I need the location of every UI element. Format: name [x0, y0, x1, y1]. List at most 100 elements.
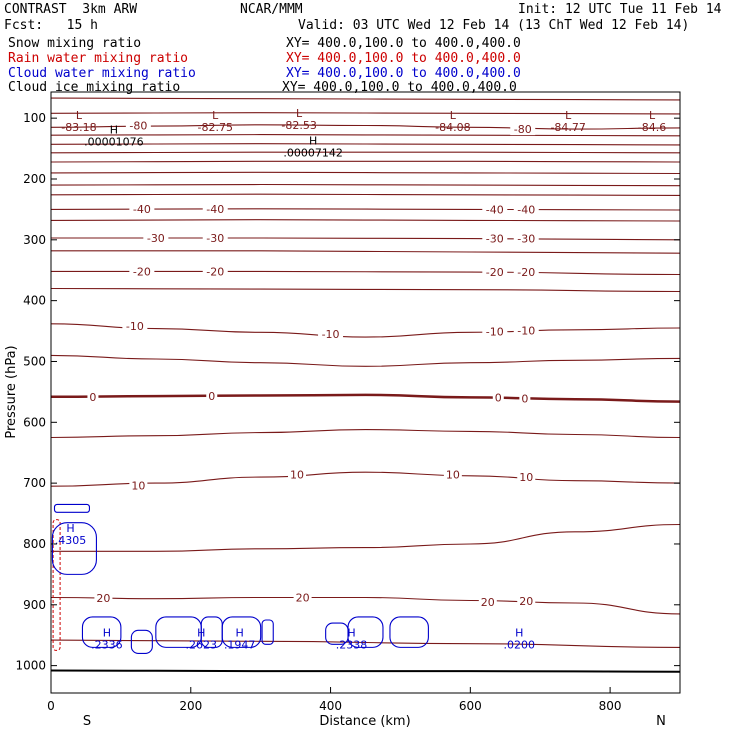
field-cloudwater-name: Cloud water mixing ratio — [8, 66, 196, 81]
x-tick-label-200: 200 — [179, 699, 202, 713]
temp-min-value-2: -82.53 — [281, 119, 316, 132]
cloud-water-max-value-0: .4305 — [55, 534, 87, 547]
temp-contour-5-19 — [50, 429, 681, 439]
cloud-water-max-value-4: .2338 — [336, 638, 368, 651]
cloud-water-max-mark-2: H — [197, 626, 205, 639]
contour-label-8: -30 — [486, 233, 504, 246]
temp-min-value-4: -84.77 — [550, 121, 585, 134]
temp-contour-m35-11 — [50, 219, 681, 222]
x-tick-label-400: 400 — [319, 699, 342, 713]
cloud-water-cell-6 — [221, 616, 262, 648]
temp-contour-m70-4 — [50, 143, 681, 146]
field-cloudice-name: Cloud ice mixing ratio — [8, 80, 181, 95]
cloud-water-cell-10 — [389, 616, 429, 648]
field-rain-name: Rain water mixing ratio — [8, 51, 189, 66]
y-axis-label: Pressure (hPa) — [4, 345, 19, 438]
contour-label-24: 10 — [446, 469, 460, 482]
south-end-label: S — [83, 714, 91, 729]
temp-contour-m60-6 — [50, 160, 681, 163]
contour-label-bg-12 — [482, 266, 508, 279]
contour-label-1: -80 — [514, 123, 532, 136]
contour-label-bg-15 — [318, 328, 344, 341]
init-time: Init: 12 UTC Tue 11 Feb 14 — [518, 2, 722, 17]
contour-label-bg-0 — [125, 119, 151, 132]
contour-label-21: 0 — [521, 393, 528, 406]
snow-max-value-0: .00001076 — [84, 135, 144, 148]
field-cloudice-xy: XY= 400.0,100.0 to 400.0,400.0 — [282, 80, 517, 95]
temp-contour-m10-16 — [50, 323, 681, 338]
snow-max-mark-0: H — [110, 123, 118, 136]
temp-min-mark-1: L — [212, 109, 219, 122]
y-tick-label-800: 800 — [23, 537, 46, 551]
contour-label-bg-11 — [202, 265, 228, 278]
temp-min-value-5: -84.6 — [638, 121, 666, 134]
contour-label-bg-1 — [510, 123, 536, 136]
temp-contour-m50-8 — [50, 183, 681, 187]
temp-contour-15-21 — [51, 523, 681, 552]
contour-label-26: 20 — [96, 592, 110, 605]
y-tick-label-500: 500 — [23, 354, 46, 368]
temp-min-value-3: -84.08 — [435, 121, 470, 134]
cloud-water-max-mark-3: H — [236, 626, 244, 639]
y-tick-label-1000: 1000 — [15, 659, 46, 673]
cloud-water-cell-3 — [130, 629, 153, 655]
temp-contour-m40-10 — [50, 208, 681, 211]
temp-min-value-1: -82.75 — [198, 121, 233, 134]
temp-min-mark-4: L — [565, 109, 572, 122]
contour-label-13: -20 — [517, 266, 535, 279]
contour-label-14: -10 — [126, 320, 144, 333]
contour-label-bg-22 — [129, 479, 148, 492]
contour-label-bg-18 — [87, 390, 99, 403]
y-tick-label-900: 900 — [23, 598, 46, 612]
contour-label-bg-17 — [513, 324, 539, 337]
contour-label-bg-25 — [517, 471, 536, 484]
field-cloudwater-xy: XY= 400.0,100.0 to 400.0,400.0 — [286, 66, 521, 81]
contour-label-bg-24 — [443, 468, 462, 481]
x-axis-label: Distance (km) — [319, 714, 410, 729]
temp-min-value-0: -83.18 — [61, 121, 96, 134]
contour-label-17: -10 — [517, 324, 535, 337]
cloud-water-max-value-3: .1947 — [224, 638, 256, 651]
snow-max-mark-1: H — [309, 134, 317, 147]
temp-contour-m75-3 — [50, 134, 681, 137]
center-title: NCAR/MMM — [240, 2, 303, 17]
contour-label-bg-9 — [513, 232, 539, 245]
field-snow-name: Snow mixing ratio — [8, 36, 142, 51]
cloud-water-cell-7 — [261, 619, 274, 645]
contour-label-bg-28 — [478, 595, 497, 608]
contour-label-bg-2 — [129, 202, 155, 215]
y-tick-label-700: 700 — [23, 476, 46, 490]
y-tick-label-300: 300 — [23, 233, 46, 247]
contour-label-bg-26 — [94, 592, 113, 605]
contour-label-bg-13 — [513, 266, 539, 279]
cloud-water-cell-2 — [81, 616, 122, 648]
x-tick-label-800: 800 — [599, 699, 622, 713]
temp-min-mark-5: L — [649, 109, 656, 122]
cloud-water-cell-9 — [347, 616, 384, 648]
temp-contour-10-20 — [50, 471, 681, 487]
snow-max-value-1: .00007142 — [283, 146, 343, 159]
rain-water-cell-0 — [52, 519, 61, 651]
contour-label-bg-27 — [293, 591, 312, 604]
cloud-water-max-mark-0: H — [66, 522, 74, 535]
contour-label-bg-21 — [519, 392, 531, 405]
cloud-water-max-value-1: .2336 — [91, 638, 123, 651]
temp-contour-m25-13 — [51, 250, 681, 254]
contour-label-28: 20 — [481, 596, 495, 609]
temp-min-mark-3: L — [450, 109, 457, 122]
temp-contour-m85-1 — [50, 97, 681, 101]
contour-label-bg-19 — [206, 390, 218, 403]
contour-label-bg-10 — [129, 265, 155, 278]
contour-label-bg-5 — [513, 203, 539, 216]
contour-label-bg-8 — [482, 232, 508, 245]
temp-min-mark-0: L — [76, 109, 83, 122]
contour-label-bg-23 — [288, 468, 307, 481]
contour-label-25: 10 — [519, 471, 533, 484]
temp-contour-m80-0 — [50, 124, 681, 130]
contour-label-9: -30 — [517, 233, 535, 246]
cloud-water-max-mark-1: H — [103, 626, 111, 639]
x-tick-label-600: 600 — [459, 699, 482, 713]
contour-label-10: -20 — [133, 265, 151, 278]
temp-contour-25-23 — [50, 639, 681, 648]
